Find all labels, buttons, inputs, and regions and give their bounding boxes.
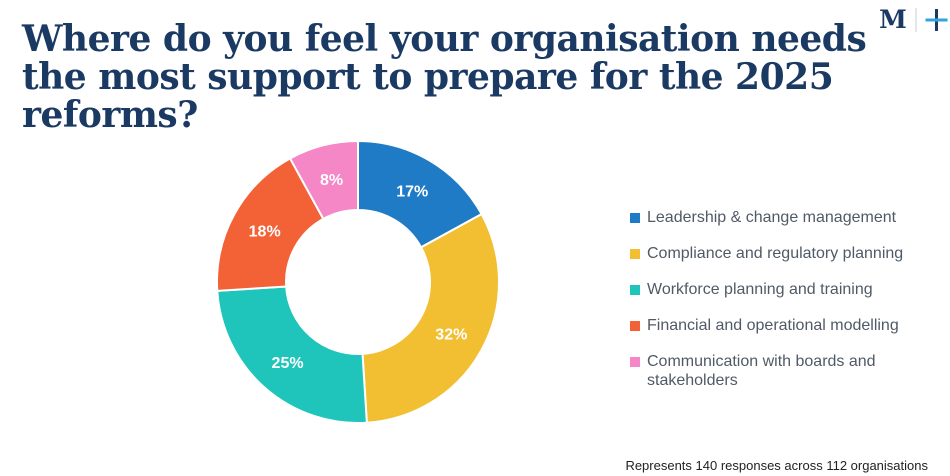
- slice-label: 25%: [272, 355, 304, 372]
- slice-leadership: [357, 139, 483, 249]
- slice-workforce: [216, 285, 368, 424]
- legend-label: Leadership & change management: [647, 209, 897, 226]
- slice-labels: 17% 32% 25% 18% 8%: [249, 172, 468, 372]
- slice-compliance: [361, 212, 500, 424]
- slice-communication: [288, 139, 359, 221]
- slice-label: 18%: [249, 224, 281, 241]
- legend-item-compliance: Compliance and regulatory planning: [630, 244, 940, 263]
- legend-item-leadership: Leadership & change management: [630, 208, 940, 227]
- legend-item-communication: Communication with boards and stakeholde…: [630, 352, 940, 390]
- legend-swatch: [630, 249, 640, 259]
- legend-label: Compliance and regulatory planning: [647, 245, 904, 262]
- legend-swatch: [630, 285, 640, 295]
- donut-slices: [216, 139, 500, 424]
- legend-swatch: [630, 321, 640, 331]
- legend-swatch: [630, 213, 640, 223]
- legend-label: Communication with boards and stakeholde…: [647, 353, 876, 389]
- footnote: Represents 140 responses across 112 orga…: [625, 458, 928, 473]
- logo: M: [879, 5, 948, 34]
- slice-label: 32%: [435, 326, 467, 343]
- logo-text: M: [879, 5, 907, 34]
- slice-label: 17%: [396, 183, 428, 200]
- plus-icon: [925, 9, 948, 31]
- legend-swatch: [630, 357, 640, 367]
- legend-label: Workforce planning and training: [647, 281, 873, 298]
- slice-financial: [216, 157, 325, 292]
- legend: Leadership & change management Complianc…: [630, 208, 940, 407]
- slice-label: 8%: [320, 172, 343, 189]
- legend-item-workforce: Workforce planning and training: [630, 280, 940, 299]
- page-title: Where do you feel your organisation need…: [22, 18, 867, 136]
- legend-label: Financial and operational modelling: [647, 317, 899, 334]
- legend-item-financial: Financial and operational modelling: [630, 316, 940, 335]
